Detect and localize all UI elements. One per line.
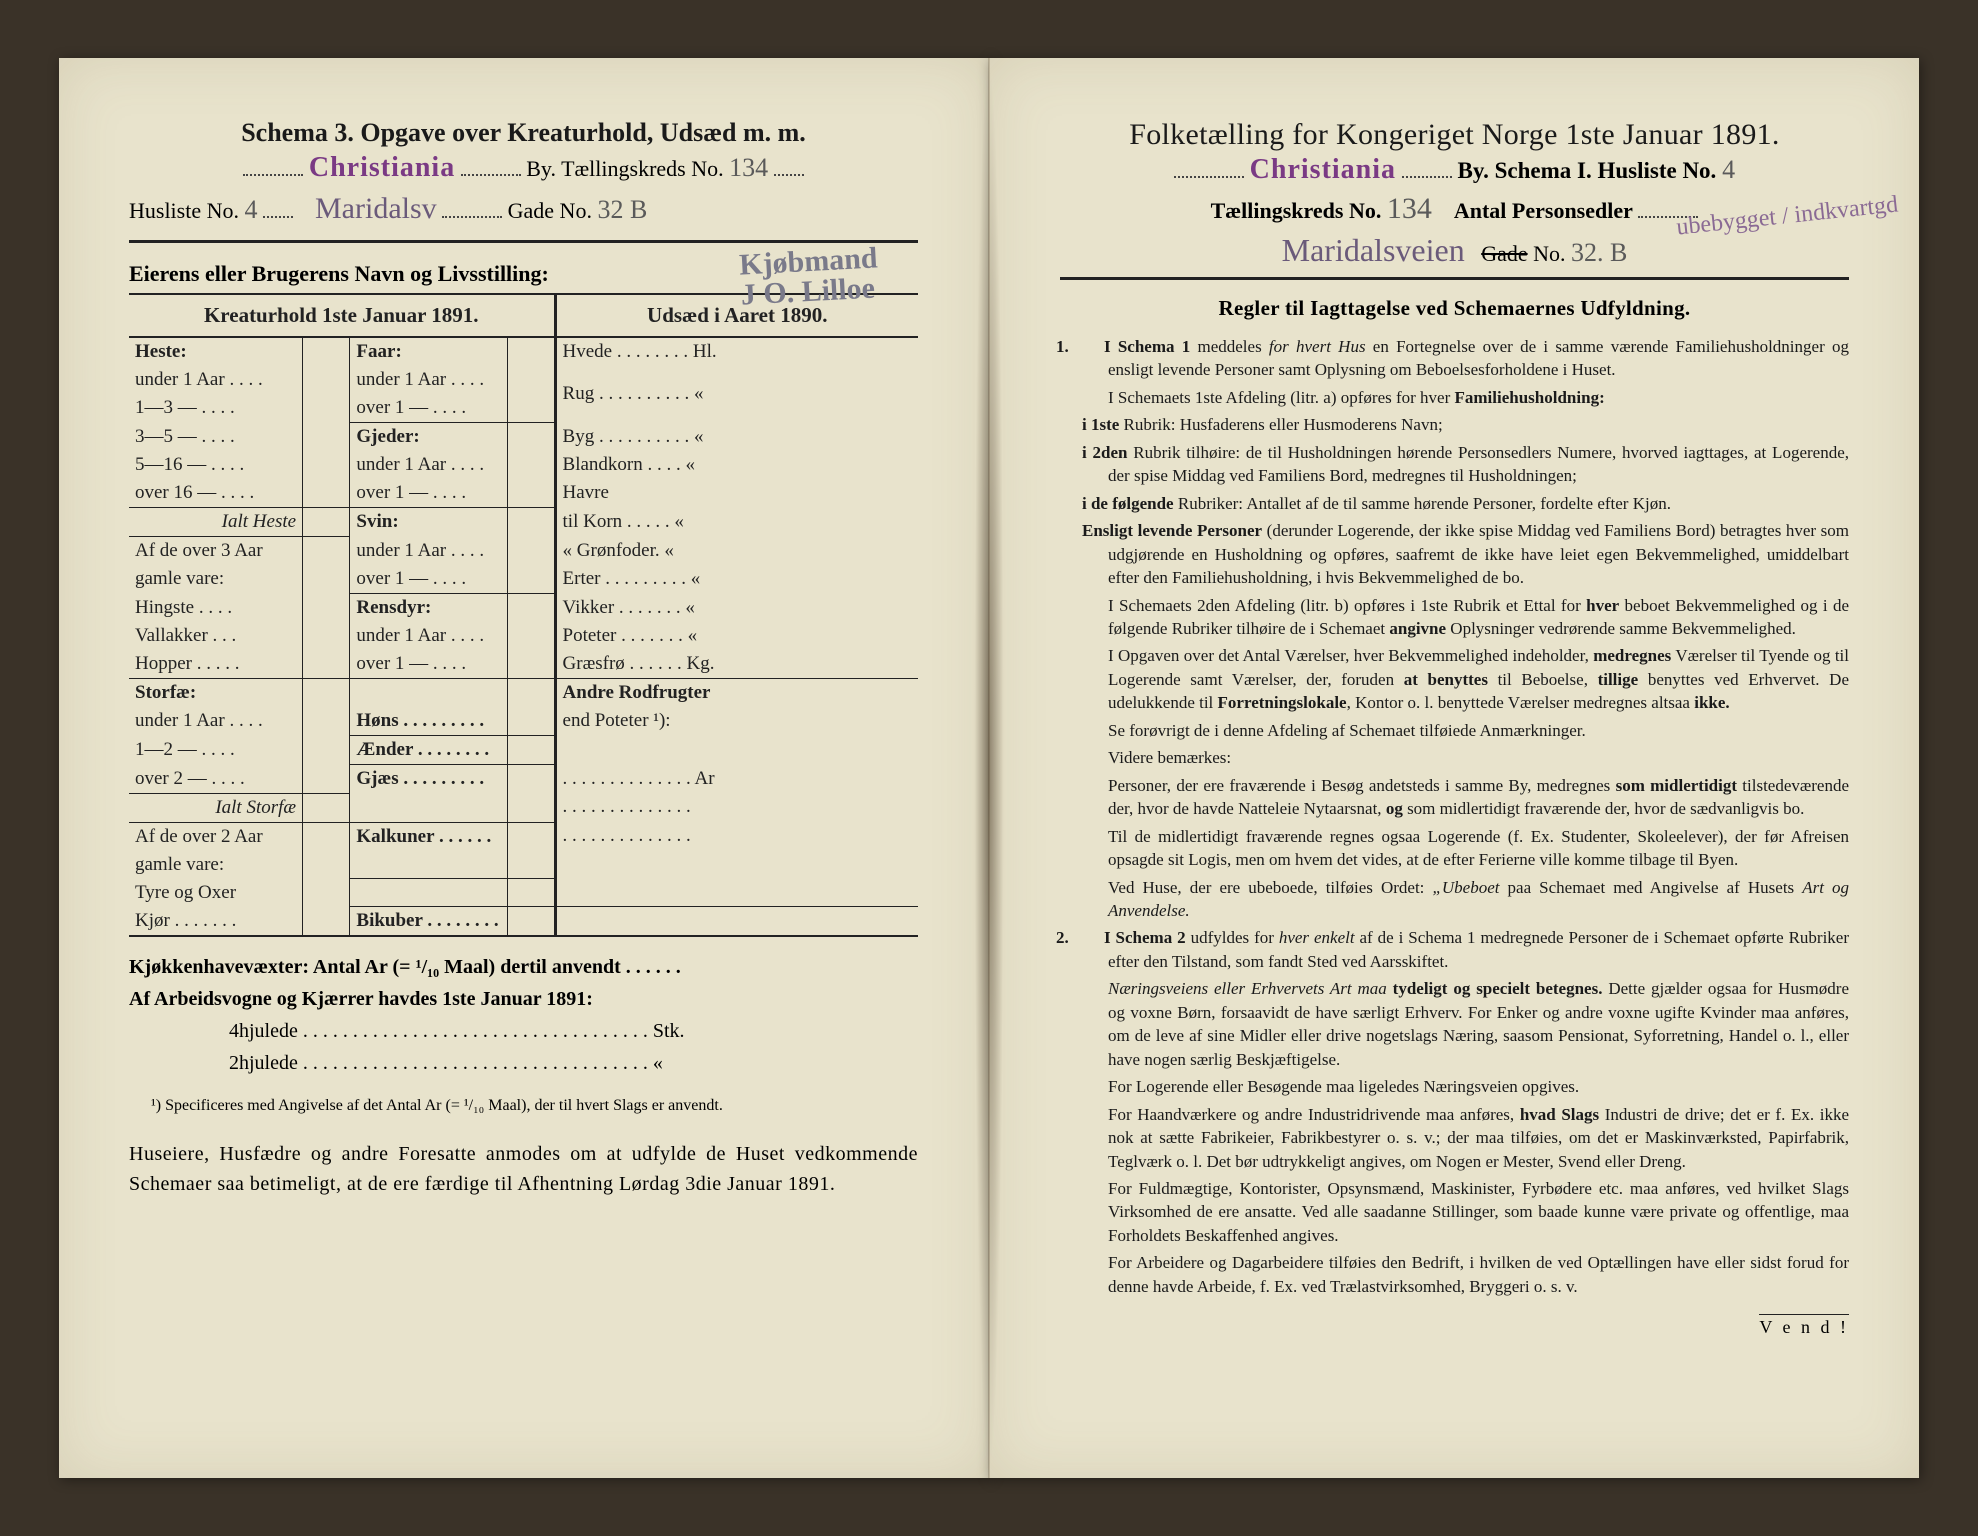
kreds-label-r: Tællingskreds No.	[1211, 198, 1382, 223]
husliste-hw-r: 4	[1722, 155, 1735, 184]
city-stamp-r: Christiania	[1250, 154, 1396, 185]
regler-heading: Regler til Iagttagelse ved Schemaernes U…	[1060, 296, 1849, 321]
rules-body: 1.I Schema 1 meddeles for hvert Hus en F…	[1060, 335, 1849, 1298]
hjul4: 4hjulede . . . . . . . . . . . . . . . .…	[129, 1015, 918, 1047]
kreds-hw-r: 134	[1387, 192, 1432, 225]
gade-hw-r: 32. B	[1571, 238, 1627, 267]
hjul2: 2hjulede . . . . . . . . . . . . . . . .…	[129, 1047, 918, 1079]
faar-head: Faar:	[350, 337, 508, 366]
hvede: Hvede . . . . . . . . Hl.	[555, 337, 823, 366]
city-stamp: Christiania	[309, 152, 455, 183]
footnote: ¹) Specificeres med Angivelse af det Ant…	[129, 1097, 918, 1115]
by-schema: By. Schema I. Husliste No.	[1458, 158, 1717, 183]
vogne-line: Af Arbeidsvogne og Kjærrer havdes 1ste J…	[129, 988, 593, 1010]
right-line4: Maridalsveien Gade No. 32. B	[1060, 232, 1849, 269]
kreds-no: 134	[729, 153, 768, 182]
husliste-line: Husliste No. 4 Maridalsv Gade No. 32 B	[129, 192, 918, 226]
schema3-title: Schema 3. Opgave over Kreaturhold, Udsæd…	[129, 118, 918, 148]
book-spread: Schema 3. Opgave over Kreaturhold, Udsæd…	[59, 58, 1919, 1478]
below-table: Kjøkkenhavevæxter: Antal Ar (= ¹/₁₀ Maal…	[129, 951, 918, 1079]
right-page: Folketælling for Kongeriget Norge 1ste J…	[989, 58, 1919, 1478]
street-hw-r: Maridalsveien	[1282, 232, 1465, 268]
kreatur-table: Kreaturhold 1ste Januar 1891. Udsæd i Aa…	[129, 293, 918, 937]
by-label: By. Tællingskreds No.	[526, 156, 723, 181]
husliste-label: Husliste No.	[129, 198, 239, 223]
no-label: No.	[1533, 241, 1565, 266]
owner-label: Eierens eller Brugerens Navn og Livsstil…	[129, 261, 549, 286]
husliste-no: 4	[245, 195, 258, 224]
vend: V e n d !	[1759, 1314, 1849, 1338]
gade-label: Gade No.	[508, 198, 592, 223]
owner-row: Eierens eller Brugerens Navn og Livsstil…	[129, 251, 918, 293]
kjokken-line: Kjøkkenhavevæxter: Antal Ar (= ¹/₁₀ Maal…	[129, 956, 681, 978]
gade-strike: Gade	[1481, 241, 1527, 266]
closing-text: Huseiere, Husfædre og andre Foresatte an…	[129, 1139, 918, 1199]
gade-no: 32 B	[597, 195, 647, 224]
th-kreatur: Kreaturhold 1ste Januar 1891.	[129, 294, 555, 337]
antal-label: Antal Personsedler	[1454, 198, 1633, 223]
right-title: Folketælling for Kongeriget Norge 1ste J…	[1060, 118, 1849, 152]
right-line2: Christiania By. Schema I. Husliste No. 4	[1060, 154, 1849, 186]
left-city-line: Christiania By. Tællingskreds No. 134	[129, 152, 918, 184]
owner-signature: Kjøbmand J O. Lilloe	[738, 243, 879, 310]
street-hw: Maridalsv	[315, 192, 437, 225]
heste-head: Heste:	[129, 337, 303, 366]
left-page: Schema 3. Opgave over Kreaturhold, Udsæd…	[59, 58, 989, 1478]
